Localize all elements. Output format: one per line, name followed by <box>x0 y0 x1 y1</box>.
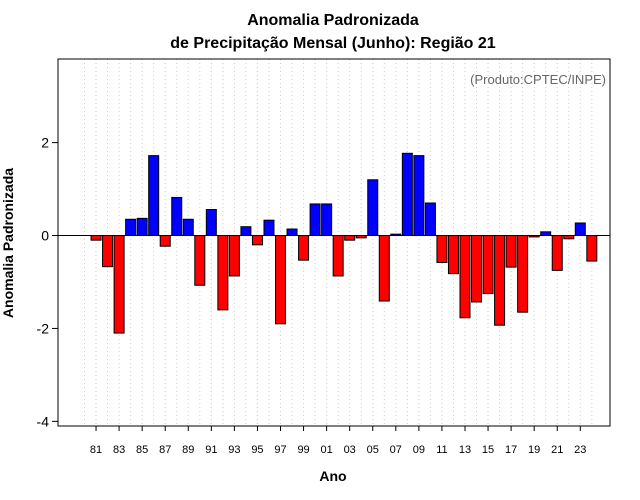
x-axis: 81 83 85 87 89 91 93 95 97 99 01 03 05 07 09 11 13 15 17 19… <box>90 426 586 456</box>
bar-1986 <box>148 155 160 237</box>
x-tick-label: 15 <box>482 444 494 456</box>
y-tick-label: -4 <box>37 413 50 429</box>
bar-2014 <box>471 235 483 303</box>
bar-2012 <box>447 235 459 275</box>
bar-1984 <box>125 218 137 237</box>
bar-2003 <box>344 235 356 241</box>
x-tick-label: 11 <box>436 444 447 456</box>
y-tick-label: 0 <box>41 228 49 244</box>
x-tick-label: 93 <box>228 444 240 456</box>
bar-1996 <box>263 219 275 237</box>
bar-2021 <box>551 235 563 271</box>
credit-label: (Produto:CPTEC/INPE) <box>470 72 606 87</box>
chart-title-line-2: de Precipitação Mensal (Junho): Região 2… <box>170 35 496 52</box>
bar-2015 <box>482 235 494 295</box>
y-axis-title: Anomalia Padronizada <box>0 168 16 318</box>
bar-1982 <box>102 235 114 268</box>
bar-2020 <box>540 231 552 237</box>
x-tick-label: 09 <box>413 444 425 456</box>
x-tick-label: 83 <box>113 444 125 456</box>
y-axis: -4 -2 0 2 <box>37 135 58 429</box>
bar-1985 <box>136 217 148 237</box>
bar-2016 <box>494 235 506 326</box>
bar-2022 <box>563 235 575 240</box>
bar-2010 <box>424 202 436 237</box>
bar-1998 <box>286 228 298 237</box>
x-tick-label: 89 <box>182 444 194 456</box>
x-axis-title: Ano <box>319 468 346 484</box>
x-tick-label: 95 <box>251 444 263 456</box>
bar-1991 <box>205 209 217 237</box>
bar-2017 <box>505 235 517 268</box>
x-tick-label: 03 <box>344 444 356 456</box>
bar-1988 <box>171 196 183 237</box>
y-tick-label: -2 <box>37 320 50 336</box>
x-tick-label: 19 <box>528 444 540 456</box>
x-tick-label: 17 <box>505 444 517 456</box>
bar-1983 <box>113 235 125 334</box>
chart-title-line-1: Anomalia Padronizada <box>247 12 419 29</box>
bar-2006 <box>378 235 390 302</box>
y-tick-label: 2 <box>41 135 49 151</box>
x-tick-label: 97 <box>274 444 286 456</box>
x-tick-label: 01 <box>321 444 333 456</box>
x-tick-label: 87 <box>159 444 171 456</box>
bar-1995 <box>251 235 263 246</box>
bar-2024 <box>586 235 598 262</box>
x-tick-label: 21 <box>551 444 563 456</box>
x-tick-label: 81 <box>90 444 102 456</box>
bar-1987 <box>159 235 171 247</box>
x-tick-label: 85 <box>136 444 148 456</box>
bar-1981 <box>90 235 102 241</box>
bar-1990 <box>194 235 206 286</box>
bar-2004 <box>355 235 367 239</box>
bar-1997 <box>275 235 287 325</box>
plot-frame <box>57 58 611 427</box>
bar-2023 <box>574 222 586 237</box>
bar-2018 <box>517 235 529 313</box>
bar-2002 <box>332 235 344 277</box>
x-tick-label: 99 <box>297 444 309 456</box>
bar-2009 <box>413 155 425 237</box>
bar-2001 <box>321 203 333 237</box>
bar-1994 <box>240 226 252 237</box>
x-tick-label: 07 <box>390 444 402 456</box>
bar-1989 <box>182 218 194 237</box>
x-tick-label: 13 <box>459 444 471 456</box>
bar-1999 <box>298 235 310 261</box>
bar-2011 <box>436 235 448 263</box>
bars <box>90 152 598 334</box>
bar-1992 <box>217 235 229 311</box>
x-tick-label: 91 <box>205 444 217 456</box>
bar-2013 <box>459 235 471 319</box>
bar-2008 <box>401 152 413 237</box>
bar-2000 <box>309 203 321 237</box>
bar-2005 <box>367 179 379 237</box>
x-tick-label: 05 <box>367 444 379 456</box>
bar-2019 <box>528 235 540 238</box>
bar-2007 <box>390 233 402 237</box>
x-tick-label: 23 <box>574 444 586 456</box>
bar-1993 <box>228 235 240 277</box>
